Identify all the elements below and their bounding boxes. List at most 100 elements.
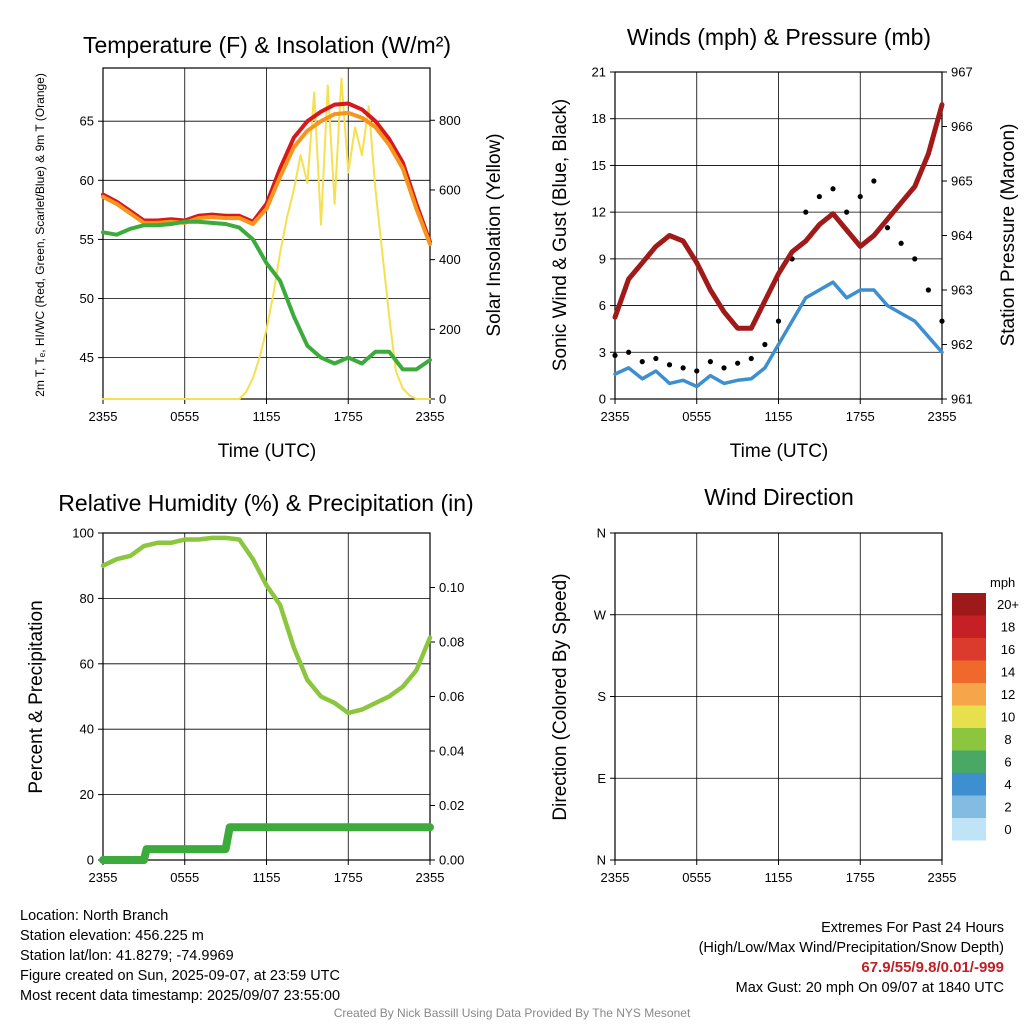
gust-point (721, 365, 727, 371)
gust-point (898, 240, 904, 246)
gust-point (680, 365, 686, 371)
series-line (102, 77, 431, 400)
direction-ylabel-left: Direction (Colored By Speed) (550, 573, 571, 820)
y-tick-label: 0 (599, 392, 606, 407)
gust-point (939, 318, 945, 324)
y-tick-label: 18 (592, 111, 606, 126)
y2-tick-label: 0.04 (439, 744, 464, 759)
x-tick-label: 2355 (601, 409, 630, 424)
recent-text: Most recent data timestamp: 2025/09/07 2… (20, 988, 341, 1004)
y-tick-label: 55 (80, 232, 94, 247)
y-tick-label: 6 (599, 298, 606, 313)
x-tick-label: 0555 (682, 870, 711, 885)
y-tick-label: 12 (592, 205, 606, 220)
y2-tick-label: 966 (951, 119, 973, 134)
legend-label: 20+ (997, 597, 1019, 612)
max-gust-text: Max Gust: 20 mph On 09/07 at 1840 UTC (735, 980, 1004, 996)
legend-swatch (952, 773, 986, 796)
legend-swatch (952, 683, 986, 706)
x-tick-label: 2355 (416, 870, 445, 885)
legend-label: 6 (1004, 755, 1011, 770)
extremes-info: Extremes For Past 24 Hours (High/Low/Max… (699, 918, 1004, 998)
winds-ylabel-right: Station Pressure (Maroon) (998, 124, 1019, 347)
y-tick-label: N (597, 526, 606, 541)
y-tick-label: W (594, 607, 607, 622)
gust-point (707, 359, 713, 365)
humidity-ylabel-left: Percent & Precipitation (26, 600, 47, 793)
elevation-text: Station elevation: 456.225 m (20, 928, 204, 944)
series-line (612, 102, 945, 331)
temperature-ylabel-left: 2m T, Tₑ, HI/WC (Red, Green, Scarlet/Blu… (33, 73, 47, 397)
y-tick-label: N (597, 853, 606, 868)
y-tick-label: 40 (80, 722, 94, 737)
gust-point (857, 193, 863, 200)
x-tick-label: 1155 (765, 409, 793, 424)
series-line (613, 280, 944, 389)
x-tick-label: 2355 (601, 870, 630, 885)
x-tick-label: 2355 (928, 409, 957, 424)
y2-tick-label: 961 (951, 392, 973, 407)
location-text: Location: North Branch (20, 908, 169, 924)
gust-point (639, 359, 645, 365)
y2-tick-label: 967 (951, 65, 973, 80)
series-line (100, 535, 433, 716)
y-tick-label: 3 (599, 345, 606, 360)
extremes-values: 67.9/55/9.8/0.01/-999 (861, 959, 1004, 976)
y2-tick-label: 963 (951, 283, 973, 298)
legend-swatch (952, 795, 986, 818)
legend-swatch (952, 615, 986, 638)
x-tick-label: 0555 (682, 409, 711, 424)
x-tick-label: 2355 (416, 409, 445, 424)
gust-point (830, 186, 836, 192)
gust-point (694, 368, 700, 374)
y-tick-label: 20 (80, 787, 94, 802)
series-line (101, 110, 432, 247)
x-tick-label: 1755 (846, 870, 875, 885)
humidity-title: Relative Humidity (%) & Precipitation (i… (58, 490, 473, 516)
y-tick-label: 21 (592, 65, 606, 80)
y-tick-label: 45 (80, 350, 94, 365)
gust-point (762, 341, 768, 348)
gust-point (912, 256, 918, 262)
humidity-panel: 2355 0555 1155 1755 2355 0 20 40 60 80 100 0.00 0.02… (72, 526, 464, 886)
y2-tick-label: 200 (439, 322, 461, 337)
x-tick-label: 1155 (253, 870, 281, 885)
y-tick-label: 60 (80, 656, 94, 671)
gust-point (871, 178, 877, 184)
direction-title: Wind Direction (704, 484, 854, 510)
speed-legend: 20+ 18 16 14 12 10 8 6 4 2 0 (952, 593, 1019, 841)
x-tick-label: 0555 (170, 409, 199, 424)
direction-panel: 2355 0555 1155 1755 2355 N W S E N (594, 526, 957, 886)
gust-point (653, 355, 659, 362)
x-tick-label: 0555 (170, 870, 199, 885)
legend-swatch (952, 728, 986, 751)
y2-tick-label: 0.10 (439, 580, 464, 595)
series-line (99, 823, 434, 864)
temperature-panel: 2355 0555 1155 1755 2355 45 50 55 60 65 0 200 400 600… (80, 67, 461, 424)
created-text: Figure created on Sun, 2025-09-07, at 23… (20, 968, 340, 984)
gust-point (775, 318, 782, 324)
legend-label: 18 (1001, 620, 1015, 635)
y-tick-label: 100 (72, 526, 94, 541)
series-line (101, 219, 432, 372)
x-tick-label: 2355 (928, 870, 957, 885)
y2-tick-label: 965 (951, 174, 973, 189)
legend-label: 14 (1001, 665, 1015, 680)
y-tick-label: 50 (80, 291, 94, 306)
y2-tick-label: 600 (439, 182, 461, 197)
x-tick-label: 1755 (334, 870, 363, 885)
legend-swatch (952, 818, 986, 841)
station-info: Location: North Branch Station elevation… (20, 906, 340, 1006)
y2-tick-label: 0.06 (439, 689, 464, 704)
gust-point (884, 225, 891, 231)
gust-point (803, 209, 809, 215)
x-tick-label: 1755 (846, 409, 875, 424)
y-tick-label: 15 (592, 158, 606, 173)
y2-tick-label: 0.00 (439, 853, 464, 868)
y2-tick-label: 0 (439, 392, 446, 407)
gust-point (844, 209, 850, 215)
legend-swatch (952, 750, 986, 773)
y2-tick-label: 962 (951, 337, 973, 352)
x-tick-label: 1755 (334, 409, 363, 424)
legend-swatch (952, 705, 986, 728)
